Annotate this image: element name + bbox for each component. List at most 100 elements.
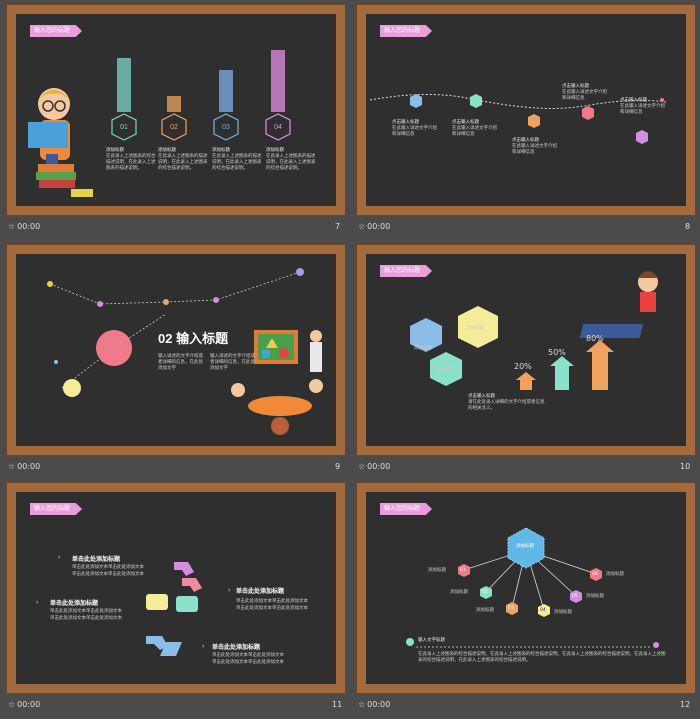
node-id-5: 05: [572, 594, 578, 599]
item-body-2: 单击此处添加文本单击此处添加文本 单击此处添加文本单击此处添加文本: [50, 609, 122, 621]
title-tag: 输入您的标题: [30, 25, 83, 37]
node-label-1: 添加标题: [428, 568, 446, 573]
svg-text:›: ›: [58, 554, 60, 561]
bar-chart: [28, 88, 93, 197]
slide-thumbnail-12[interactable]: 输入您的标题 添加标题 01 02 03 04 05: [356, 482, 696, 694]
transition-star-icon: ☆: [358, 700, 366, 709]
chalkboard: 输入您的标题 点击输入标题 在此输入详述文字介绍和详细信息 点击输入标题 在此输入详…: [366, 14, 686, 206]
slide-time: 00:00: [17, 700, 41, 709]
footer-title: 输入文字标题: [418, 638, 445, 643]
node-label-4: 添加标题: [554, 610, 572, 615]
network-illustration: [47, 268, 323, 435]
bar-01: [117, 58, 131, 112]
slide-thumbnail-7[interactable]: 输入您的标题 01 02 03 04 添加标题 在此录入上述图表的综合描述说明，在此录入…: [6, 4, 346, 216]
slide-number-10: 10: [680, 462, 691, 471]
transition-star-icon: ☆: [358, 222, 366, 231]
item-title-4: 单击此处添加标题: [212, 644, 261, 651]
slide-thumbnail-9[interactable]: 02 输入标题 输入详述的文字介绍或者详细的信息，在此处添加文字 输入详述的文字…: [6, 244, 346, 456]
slide-thumbnail-11[interactable]: 输入您的标题 › › › › 单击此处添加标题 单击此处添加文本单击此处添加文本…: [6, 482, 346, 694]
hexagon-01: [111, 113, 137, 141]
node-id-6: 06: [592, 572, 598, 577]
svg-text:›: ›: [36, 599, 38, 606]
slide-meta-11: ☆ 00:00: [8, 700, 40, 709]
arrow-cycle-illustration: › › › ›: [36, 554, 230, 656]
reading-boy-illustration: [28, 88, 93, 197]
hex-label-2: 添加标题: [466, 326, 484, 331]
hexagon-03: [213, 113, 239, 141]
transition-star-icon: ☆: [8, 462, 16, 471]
timeline-point-5: 点击输入标题 在此输入详述文字介绍和详细信息: [620, 98, 665, 115]
bar-04: [271, 50, 285, 112]
percent-label-3: 80%: [586, 334, 604, 343]
node-id-3: 03: [508, 606, 514, 611]
item-title-1: 单击此处添加标题: [72, 556, 121, 563]
svg-text:›: ›: [202, 643, 204, 650]
hex-label-3: 添加标题: [436, 368, 454, 373]
title-tag: 输入您的标题: [30, 503, 83, 515]
chalkboard: 输入您的标题 添加标题 01 02 03 04 05: [366, 492, 686, 684]
transition-star-icon: ☆: [8, 700, 16, 709]
hex-label-1: 添加标题: [414, 346, 432, 351]
hexagon-label-02: 02: [170, 124, 178, 131]
transition-star-icon: ☆: [8, 222, 16, 231]
slide-meta-8: ☆ 00:00: [358, 222, 390, 231]
slide-number-11: 11: [332, 700, 343, 709]
section-title: 02 输入标题: [158, 331, 229, 346]
node-label-2: 添加标题: [450, 590, 468, 595]
node-id-1: 01: [460, 568, 466, 573]
hexagon-label-01: 01: [120, 124, 128, 131]
hexagon-label-03: 03: [222, 124, 230, 131]
timeline-point-1: 点击输入标题 在此输入详述文字介绍和详细信息: [392, 120, 437, 137]
slide-meta-9: ☆ 00:00: [8, 462, 40, 471]
timeline-point-2: 点击输入标题 在此输入详述文字介绍和详细信息: [452, 120, 497, 137]
node-label-3: 添加标题: [476, 608, 494, 613]
bar-03: [219, 70, 233, 112]
chalkboard: 输入您的标题 › › › › 单击此处添加标题 单击此处添加文本单击此处添加文本…: [16, 492, 336, 684]
slide-thumbnail-8[interactable]: 输入您的标题 点击输入标题 在此输入详述文字介绍和详细信息 点击输入标题 在此输入详…: [356, 4, 696, 216]
item-title-2: 单击此处添加标题: [50, 600, 99, 607]
slide-meta-12: ☆ 00:00: [358, 700, 390, 709]
timeline-point-3: 点击输入标题 在此输入详述文字介绍和详细信息: [512, 138, 557, 155]
chalkboard: 输入您的标题 01 02 03 04 添加标题 在此录入上述图表的综合描述说明，在此录入…: [16, 14, 336, 206]
slide-time: 00:00: [17, 222, 41, 231]
item-text-2: 添加标题 在此录入上述图表的描述说明，在此录入上述图表的综合描述说明。: [158, 148, 208, 171]
slide-number-12: 12: [680, 700, 691, 709]
radial-diagram: [406, 527, 659, 648]
item-body-3: 单击此处添加文本单击此处添加文本 单击此处添加文本单击此处添加文本: [236, 599, 308, 611]
svg-text:›: ›: [228, 587, 230, 594]
item-text-4: 添加标题 在此录入上述图表的描述说明，在此录入上述图表的综合描述说明。: [266, 148, 316, 171]
item-title-3: 单击此处添加标题: [236, 588, 285, 595]
hexagon-label-04: 04: [274, 124, 282, 131]
chalkboard: 02 输入标题 输入详述的文字介绍或者详细的信息，在此处添加文字 输入详述的文字…: [16, 254, 336, 446]
node-label-5: 添加标题: [586, 594, 604, 599]
slide-number-9: 9: [335, 462, 341, 471]
title-tag: 输入您的标题: [380, 25, 433, 37]
slide-meta-10: ☆ 00:00: [358, 462, 390, 471]
hexagon-growth-illustration: [410, 271, 658, 390]
slide-number-7: 7: [335, 222, 341, 231]
node-id-2: 02: [482, 590, 488, 595]
slide-time: 00:00: [367, 222, 391, 231]
node-id-4: 04: [540, 608, 546, 613]
chalkboard: 输入您的标题 添加标题 添加标题 添加标题 20% 50% 80% 点击输入标题…: [366, 254, 686, 446]
slide-time: 00:00: [367, 462, 391, 471]
title-tag: 输入您的标题: [380, 503, 433, 515]
footer-body: 在此录入上述图表的综合描述说明，在此录入上述图表的综合描述说明，在此录入上述图表…: [418, 652, 666, 663]
item-body-4: 单击此处添加文本单击此处添加文本 单击此处添加文本单击此处添加文本: [212, 653, 284, 665]
hexagon-02: [161, 113, 187, 141]
item-text-3: 添加标题 在此录入上述图表的描述说明，在此录入上述图表的综合描述说明。: [212, 148, 262, 171]
slide-time: 00:00: [367, 700, 391, 709]
item-text-1: 添加标题 在此录入上述图表的综合描述说明，在此录入上述图表的描述说明。: [106, 148, 156, 171]
slide-time: 00:00: [17, 462, 41, 471]
percent-label-2: 50%: [548, 348, 566, 357]
percent-label-1: 20%: [514, 362, 532, 371]
slide-number-8: 8: [685, 222, 691, 231]
bars-layer: 01 02 03 04: [111, 50, 291, 141]
section-bullet-2: 输入详述的文字介绍或者详细的信息，在此处添加文字: [210, 354, 255, 371]
slide-thumbnail-10[interactable]: 输入您的标题 添加标题 添加标题 添加标题 20% 50% 80% 点击输入标题…: [356, 244, 696, 456]
hexagon-04: [265, 113, 291, 141]
slide-meta-7: ☆ 00:00: [8, 222, 40, 231]
timeline-wave: [369, 93, 667, 144]
title-tag: 输入您的标题: [380, 265, 433, 277]
node-label-6: 添加标题: [606, 572, 624, 577]
